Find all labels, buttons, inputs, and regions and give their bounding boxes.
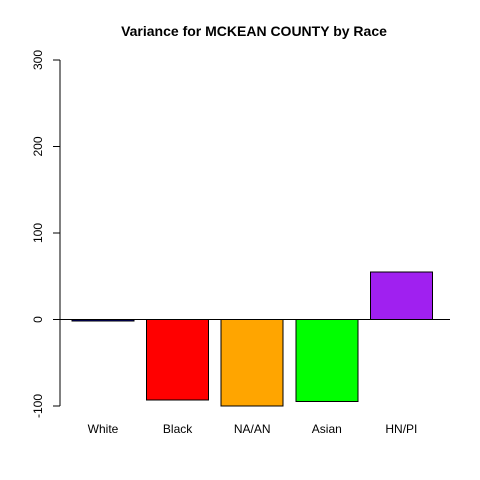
chart-title: Variance for MCKEAN COUNTY by Race xyxy=(121,23,387,39)
bar-black xyxy=(146,319,210,401)
y-axis-ticks: -100 0 100 200 300 xyxy=(31,50,60,418)
x-category-label: White xyxy=(88,422,119,436)
y-tick-label: 0 xyxy=(31,316,45,323)
x-category-label: NA/AN xyxy=(234,422,271,436)
y-tick-label: 100 xyxy=(31,223,45,243)
x-category-label: Asian xyxy=(312,422,342,436)
y-tick-label: -100 xyxy=(31,394,45,418)
bar-hn-pi xyxy=(369,271,433,320)
bar-asian xyxy=(295,319,359,403)
x-category-label: HN/PI xyxy=(385,422,417,436)
x-axis-labels: White Black NA/AN Asian HN/PI xyxy=(88,422,418,436)
bar-na-an xyxy=(220,319,284,407)
x-category-label: Black xyxy=(163,422,193,436)
y-tick-label: 200 xyxy=(31,136,45,156)
y-tick-label: 300 xyxy=(31,50,45,70)
